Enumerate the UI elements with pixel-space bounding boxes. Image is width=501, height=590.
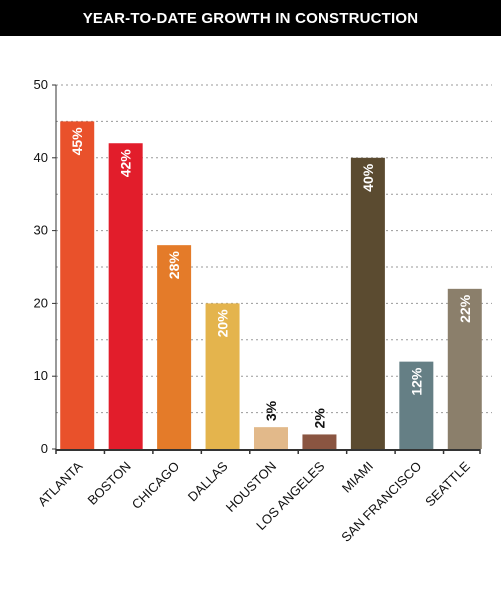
title-bar: YEAR-TO-DATE GROWTH IN CONSTRUCTION bbox=[0, 0, 501, 36]
chart-title: YEAR-TO-DATE GROWTH IN CONSTRUCTION bbox=[82, 9, 419, 27]
data-label: 12% bbox=[408, 367, 424, 396]
bar-chicago bbox=[157, 245, 192, 449]
bar-seattle bbox=[447, 288, 482, 449]
y-tick-label: 50 bbox=[34, 77, 48, 92]
y-tick-label: 40 bbox=[34, 150, 48, 165]
data-label: 20% bbox=[215, 309, 231, 338]
x-tick-label: MIAMI bbox=[339, 459, 376, 496]
x-tick-label: DALLAS bbox=[185, 458, 231, 504]
bar-miami bbox=[350, 157, 385, 450]
bar-los-angeles bbox=[302, 434, 337, 449]
x-tick-label: CHICAGO bbox=[129, 459, 183, 513]
x-tick-label: ATLANTA bbox=[35, 458, 86, 509]
data-label: 3% bbox=[263, 400, 279, 421]
bar-san-francisco bbox=[399, 361, 434, 449]
x-tick-label: SEATTLE bbox=[422, 458, 473, 509]
data-label: 40% bbox=[360, 163, 376, 192]
data-label: 45% bbox=[69, 127, 85, 156]
data-label: 28% bbox=[166, 251, 182, 280]
bar-dallas bbox=[205, 303, 240, 449]
bar-boston bbox=[108, 143, 143, 450]
bar-atlanta bbox=[60, 121, 95, 450]
data-label: 42% bbox=[118, 149, 134, 178]
y-tick-label: 30 bbox=[34, 223, 48, 238]
y-tick-label: 0 bbox=[41, 441, 48, 456]
y-tick-label: 10 bbox=[34, 368, 48, 383]
data-label: 22% bbox=[457, 294, 473, 323]
x-tick-label: BOSTON bbox=[85, 459, 134, 508]
y-tick-label: 20 bbox=[34, 295, 48, 310]
bar-houston bbox=[254, 427, 288, 449]
data-label: 2% bbox=[311, 408, 327, 429]
